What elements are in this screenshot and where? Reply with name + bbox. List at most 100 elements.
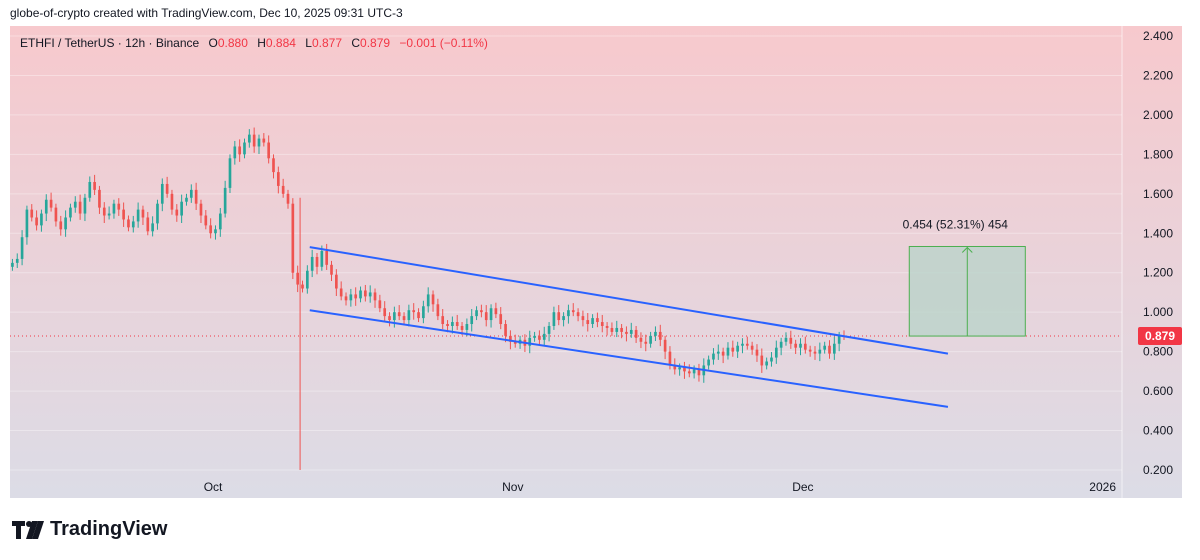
- candle-body[interactable]: [721, 351, 725, 356]
- candle-body[interactable]: [586, 320, 590, 325]
- candle-body[interactable]: [774, 347, 778, 358]
- candle-body[interactable]: [243, 142, 246, 155]
- candle-body[interactable]: [378, 300, 382, 309]
- candle-body[interactable]: [238, 146, 241, 155]
- channel-upper-line[interactable]: [309, 246, 949, 355]
- candle-body[interactable]: [480, 310, 483, 313]
- candle-body[interactable]: [625, 331, 628, 334]
- candle-body[interactable]: [40, 213, 43, 226]
- candle-body[interactable]: [668, 351, 672, 366]
- candle-body[interactable]: [673, 365, 677, 370]
- candle-body[interactable]: [228, 158, 232, 188]
- candle-body[interactable]: [349, 294, 353, 301]
- candle-body[interactable]: [214, 229, 217, 234]
- candle-body[interactable]: [359, 290, 362, 299]
- candle-body[interactable]: [136, 209, 140, 222]
- candle-body[interactable]: [83, 197, 87, 214]
- candle-body[interactable]: [44, 199, 48, 214]
- candle-body[interactable]: [281, 185, 285, 194]
- candle-body[interactable]: [156, 203, 159, 224]
- candle-body[interactable]: [741, 343, 744, 346]
- candle-body[interactable]: [402, 316, 406, 321]
- candle-body[interactable]: [194, 189, 198, 204]
- channel-lower-line[interactable]: [309, 309, 949, 408]
- candle-body[interactable]: [35, 217, 38, 226]
- candle-body[interactable]: [102, 207, 106, 216]
- candle-body[interactable]: [98, 189, 101, 208]
- candle-body[interactable]: [296, 272, 299, 285]
- candle-body[interactable]: [122, 209, 125, 220]
- candle-body[interactable]: [610, 327, 614, 332]
- candle-body[interactable]: [131, 221, 135, 228]
- candle-body[interactable]: [20, 237, 24, 259]
- candle-body[interactable]: [218, 213, 222, 230]
- candle-body[interactable]: [286, 193, 290, 204]
- candle-body[interactable]: [562, 316, 565, 321]
- candle-body[interactable]: [765, 361, 768, 366]
- candle-body[interactable]: [770, 357, 773, 362]
- candle-body[interactable]: [552, 312, 556, 326]
- candle-body[interactable]: [833, 343, 836, 354]
- candle-body[interactable]: [339, 288, 343, 297]
- candle-body[interactable]: [557, 312, 561, 321]
- candle-body[interactable]: [837, 335, 841, 344]
- candle-body[interactable]: [257, 138, 261, 147]
- candle-body[interactable]: [262, 138, 266, 143]
- candle-body[interactable]: [373, 292, 377, 301]
- price-chart[interactable]: 2.400 2.200 2.000 1.800 1.600 1.400 1.200 1.000…: [10, 26, 1182, 498]
- candle-body[interactable]: [750, 345, 754, 350]
- candle-body[interactable]: [794, 343, 797, 348]
- candle-body[interactable]: [823, 345, 826, 350]
- candle-body[interactable]: [107, 213, 111, 216]
- candle-body[interactable]: [165, 183, 169, 194]
- candle-body[interactable]: [291, 203, 295, 273]
- candle-body[interactable]: [417, 312, 420, 319]
- candle-body[interactable]: [533, 335, 536, 338]
- candle-body[interactable]: [175, 209, 179, 216]
- candle-body[interactable]: [591, 318, 594, 325]
- candle-body[interactable]: [509, 335, 512, 342]
- candle-body[interactable]: [547, 325, 551, 334]
- candle-body[interactable]: [199, 203, 203, 216]
- candle-body[interactable]: [726, 347, 730, 356]
- candle-body[interactable]: [803, 343, 807, 350]
- candle-body[interactable]: [504, 324, 507, 336]
- candle-body[interactable]: [25, 209, 29, 238]
- candle-body[interactable]: [185, 197, 188, 202]
- candle-body[interactable]: [325, 251, 329, 265]
- candle-body[interactable]: [383, 308, 387, 317]
- candle-body[interactable]: [180, 201, 183, 216]
- candle-body[interactable]: [683, 367, 686, 372]
- candle-body[interactable]: [808, 349, 812, 352]
- candle-body[interactable]: [69, 207, 72, 218]
- candle-body[interactable]: [160, 183, 164, 204]
- candle-body[interactable]: [335, 274, 338, 289]
- candle-body[interactable]: [663, 339, 667, 352]
- candle-body[interactable]: [654, 331, 657, 336]
- candle-body[interactable]: [426, 294, 430, 307]
- candle-body[interactable]: [330, 264, 333, 275]
- candle-body[interactable]: [567, 310, 570, 317]
- candle-body[interactable]: [779, 341, 783, 348]
- candle-body[interactable]: [687, 371, 691, 374]
- candle-body[interactable]: [707, 359, 710, 366]
- candle-body[interactable]: [412, 310, 416, 313]
- candle-body[interactable]: [170, 193, 174, 210]
- candle-body[interactable]: [528, 337, 532, 346]
- candle-body[interactable]: [755, 349, 759, 356]
- candle-body[interactable]: [436, 304, 440, 317]
- tradingview-logo[interactable]: TradingView: [12, 518, 167, 541]
- candle-body[interactable]: [799, 343, 802, 348]
- candle-body[interactable]: [484, 312, 488, 321]
- candle-body[interactable]: [315, 256, 319, 267]
- candle-body[interactable]: [277, 172, 280, 186]
- candle-body[interactable]: [460, 325, 464, 330]
- candle-body[interactable]: [538, 335, 541, 340]
- candle-body[interactable]: [576, 312, 580, 317]
- candle-body[interactable]: [117, 203, 121, 210]
- chart-plot-area[interactable]: 2.400 2.200 2.000 1.800 1.600 1.400 1.200 1.000…: [10, 26, 1182, 498]
- candle-body[interactable]: [542, 333, 546, 340]
- candle-body[interactable]: [127, 219, 130, 228]
- candle-body[interactable]: [301, 284, 304, 289]
- candle-body[interactable]: [344, 296, 348, 301]
